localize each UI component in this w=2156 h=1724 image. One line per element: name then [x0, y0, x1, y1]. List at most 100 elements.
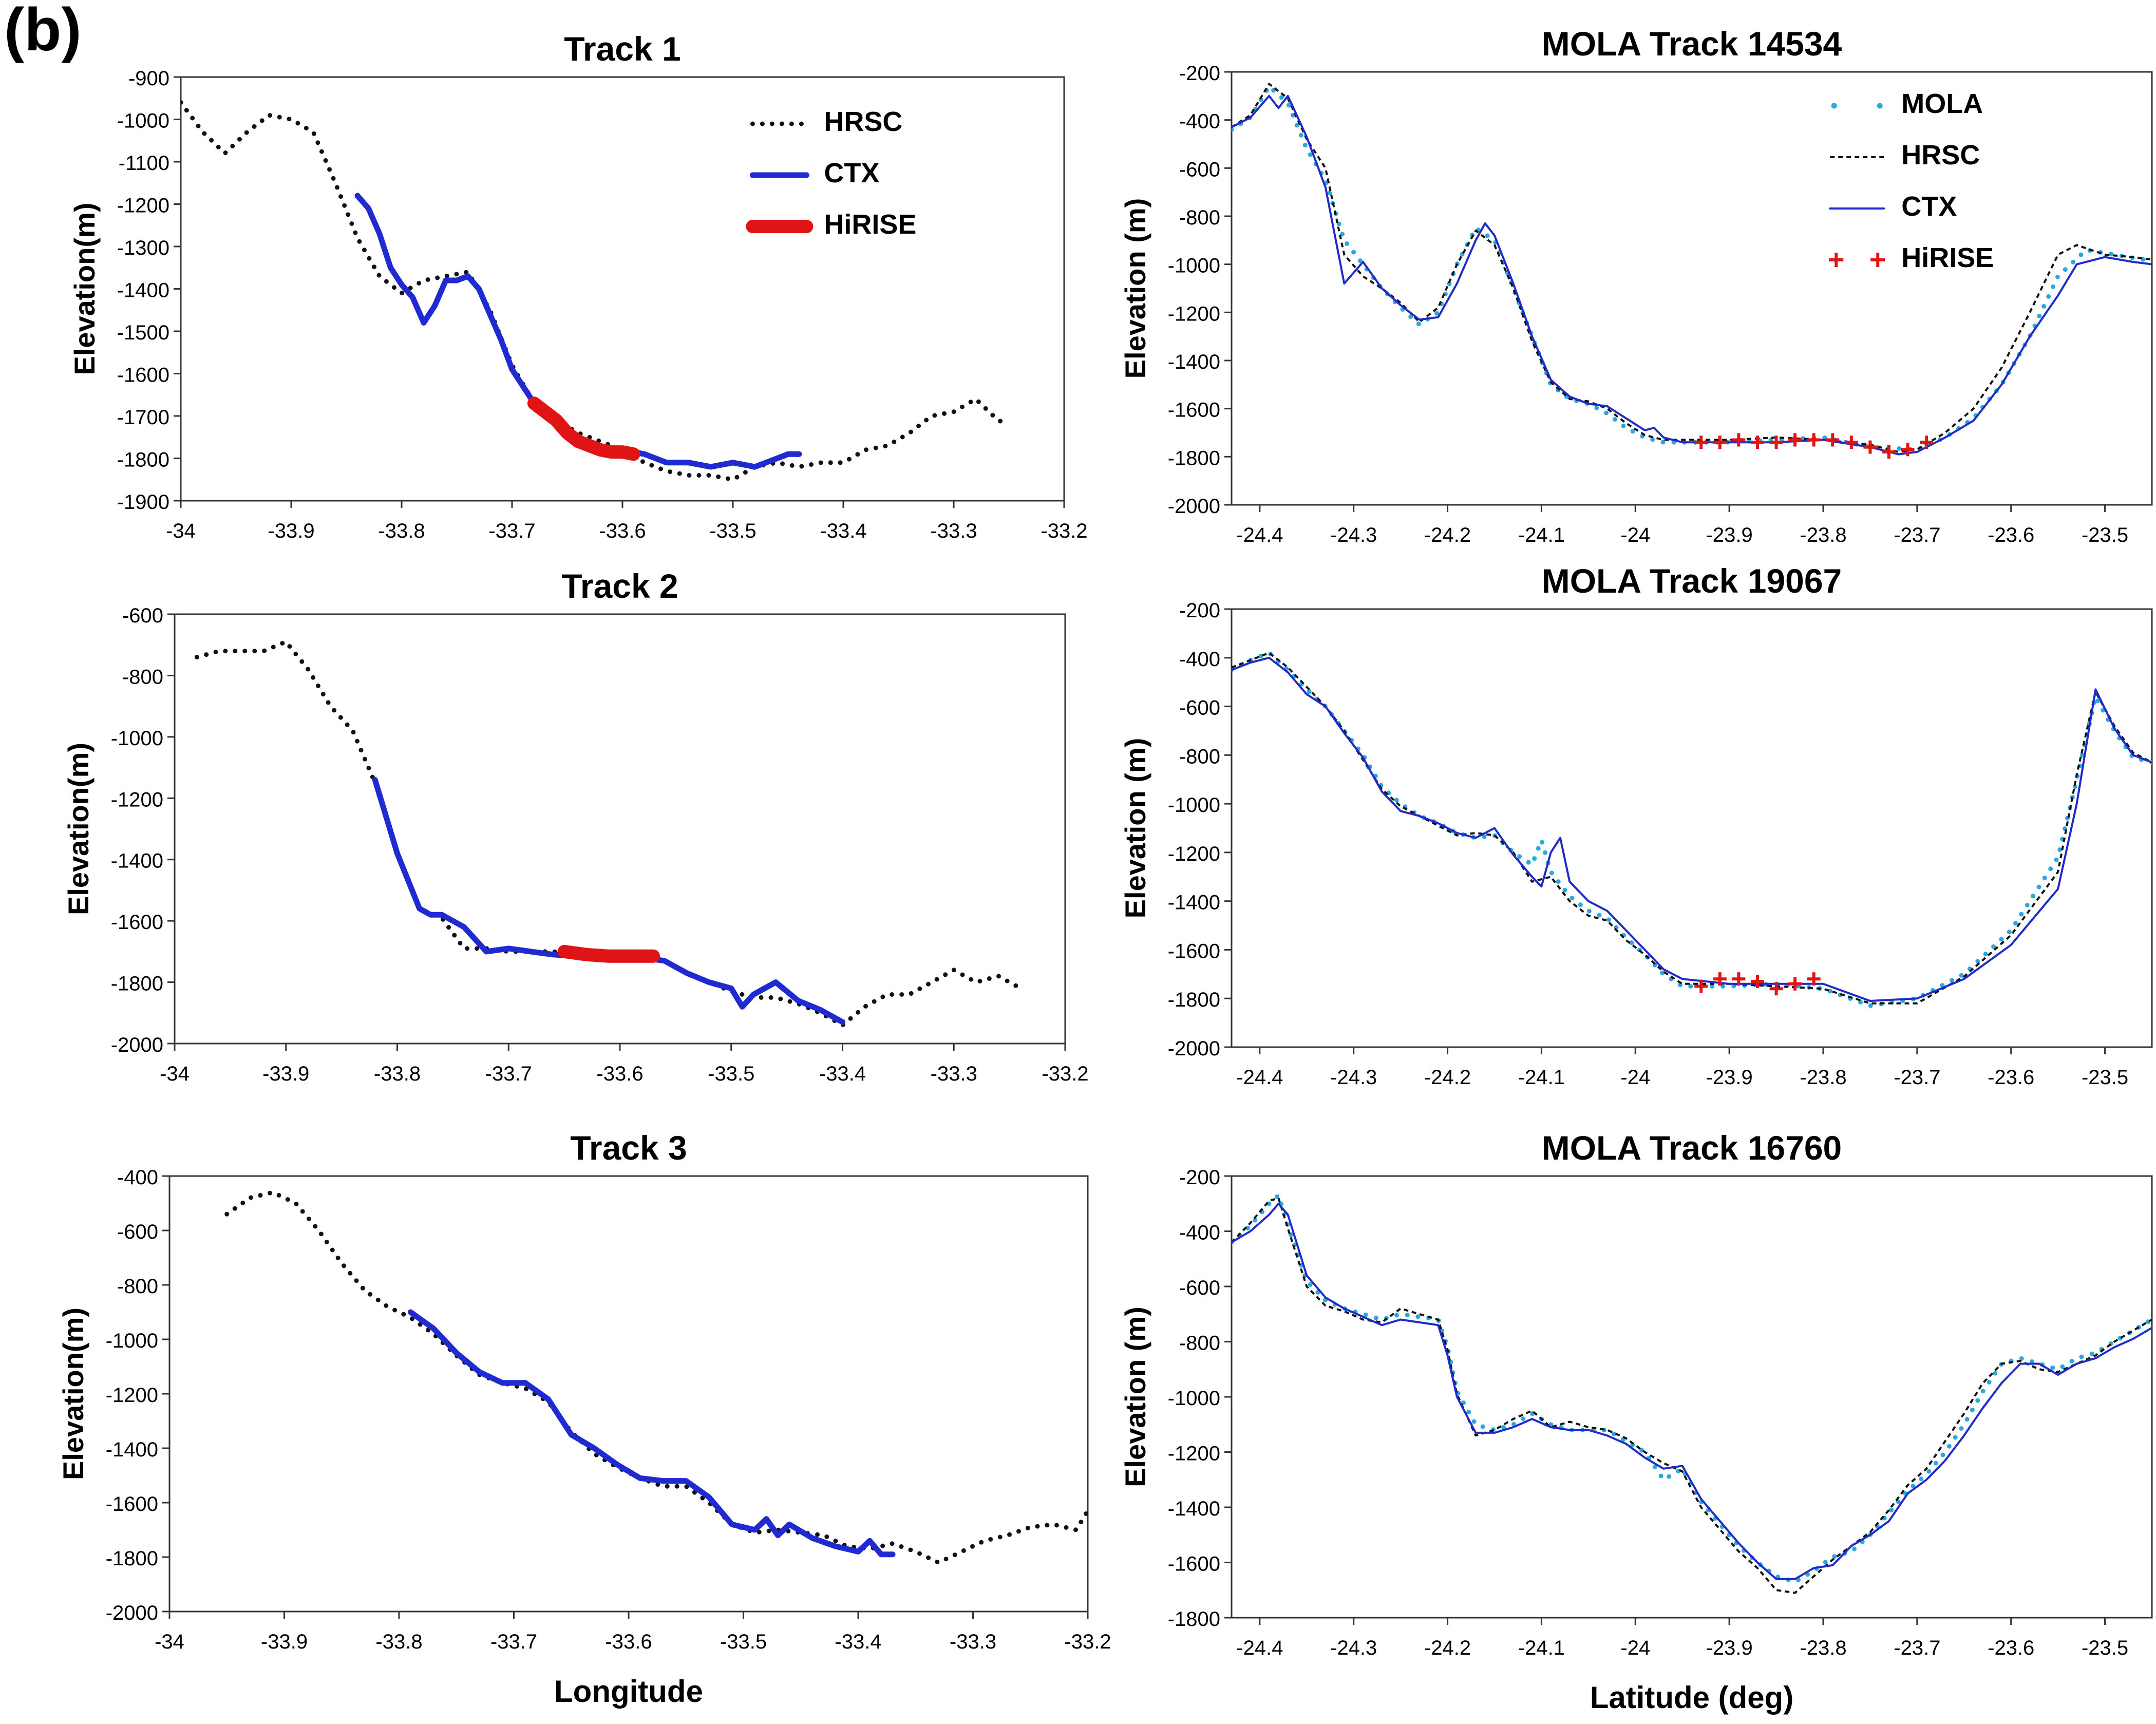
series-line-hirise: [527, 396, 640, 461]
series-line-hrsc: [181, 100, 1011, 482]
y-tick-label: -1200: [1168, 843, 1220, 865]
y-tick-label: -1100: [119, 152, 169, 175]
y-tick-label: -1400: [1168, 351, 1220, 373]
y-axis-label: Elevation(m): [68, 202, 101, 375]
y-tick-label: -800: [117, 1275, 158, 1298]
y-tick-label: -1200: [117, 195, 169, 217]
chart-title: MOLA Track 14534: [1542, 25, 1842, 63]
x-tick-label: -33.7: [485, 1063, 532, 1085]
data-point-hirise: [1863, 440, 1877, 454]
y-tick-label: -600: [1179, 1277, 1220, 1299]
y-tick-label: -800: [1179, 1332, 1220, 1355]
plot-area: [1232, 1193, 2152, 1594]
x-tick-label: -33.4: [835, 1631, 881, 1653]
x-tick-label: -33.3: [931, 1063, 977, 1085]
x-tick-label: -33.4: [819, 1063, 866, 1085]
plot-area: [224, 1190, 1088, 1565]
x-tick-label: -33.3: [950, 1631, 996, 1653]
x-tick-label: -33.4: [820, 520, 866, 542]
y-tick-label: -2000: [106, 1602, 158, 1624]
data-point-hirise: [1713, 435, 1727, 449]
y-tick-label: -1600: [1168, 399, 1220, 422]
x-tick-label: -24.4: [1236, 524, 1283, 546]
y-tick-label: -1000: [1168, 255, 1220, 277]
panel-label: (b): [4, 0, 82, 64]
x-tick-label: -33.9: [262, 1063, 309, 1085]
legend-item-hrsc: HRSC: [1830, 140, 1980, 170]
y-tick-label: -600: [122, 604, 163, 627]
series-line-mola: [1232, 84, 2152, 452]
x-tick-label: -23.8: [1800, 1637, 1846, 1659]
y-tick-label: -800: [1179, 745, 1220, 768]
y-tick-label: -400: [117, 1166, 158, 1189]
y-tick-label: -2000: [1168, 1037, 1220, 1060]
x-tick-label: -24: [1620, 1637, 1650, 1659]
y-tick-label: -1600: [117, 364, 169, 387]
legend-label: MOLA: [1901, 88, 1983, 119]
data-point-hirise: [1732, 433, 1746, 447]
series-hirise: [1694, 972, 1821, 996]
x-tick-label: -33.9: [261, 1631, 308, 1653]
y-tick-label: -1800: [1168, 1608, 1220, 1631]
series-line-mola: [1232, 650, 2152, 1008]
x-tick-label: -33.2: [1064, 1631, 1111, 1653]
x-axis-label: Latitude (deg): [1590, 1680, 1794, 1715]
y-tick-label: -1300: [117, 237, 169, 259]
y-tick-label: -1800: [1168, 447, 1220, 469]
x-tick-label: -23.6: [1988, 1066, 2034, 1089]
x-tick-label: -34: [155, 1631, 184, 1653]
data-point-hirise: [1751, 435, 1764, 449]
y-tick-label: -1400: [111, 850, 163, 873]
y-tick-label: -200: [1179, 1166, 1220, 1189]
y-tick-label: -1000: [117, 110, 169, 132]
y-tick-label: -1000: [1168, 1387, 1220, 1410]
y-tick-label: -1800: [111, 973, 163, 995]
y-tick-label: -1200: [111, 788, 163, 811]
plot-area: [194, 639, 1023, 1028]
x-tick-label: -23.5: [2082, 1637, 2128, 1659]
data-point-hirise: [1769, 982, 1783, 996]
x-tick-label: -33.7: [490, 1631, 537, 1653]
series-line-hrsc: [1232, 652, 2152, 1005]
y-tick-label: -1600: [111, 911, 163, 934]
x-tick-label: -24.2: [1424, 524, 1471, 546]
x-tick-label: -24.3: [1330, 524, 1377, 546]
legend-label: HiRISE: [1901, 242, 1994, 273]
x-tick-label: -33.8: [375, 1631, 422, 1653]
y-tick-label: -1600: [1168, 940, 1220, 962]
x-tick-label: -24.3: [1330, 1637, 1377, 1659]
y-tick-label: -1000: [111, 727, 163, 750]
x-tick-label: -24.3: [1330, 1066, 1377, 1089]
y-tick-label: -2000: [1168, 495, 1220, 518]
legend-label: CTX: [1901, 191, 1957, 222]
data-point-hirise: [1732, 972, 1746, 986]
y-tick-label: -1400: [117, 279, 169, 302]
y-tick-label: -400: [1179, 1222, 1220, 1244]
x-tick-label: -23.6: [1988, 524, 2034, 546]
x-tick-label: -33.5: [709, 520, 756, 542]
chart-title: Track 1: [564, 30, 681, 68]
data-point-hirise: [1901, 443, 1915, 457]
series-line-ctx: [1232, 656, 2152, 1002]
series-line-hrsc: [194, 639, 1023, 1028]
y-tick-label: -400: [1179, 110, 1220, 133]
legend-label: CTX: [824, 158, 879, 188]
legend-item-mola: MOLA: [1831, 88, 1983, 119]
x-tick-label: -23.7: [1894, 524, 1940, 546]
y-tick-label: -1700: [117, 406, 169, 429]
series-line-hrsc: [1232, 1197, 2152, 1594]
x-tick-label: -33.8: [374, 1063, 421, 1085]
x-tick-label: -23.8: [1800, 524, 1846, 546]
x-tick-label: -23.7: [1894, 1066, 1940, 1089]
legend-item-hirise: HiRISE: [1829, 242, 1994, 273]
x-tick-label: -24.4: [1236, 1066, 1283, 1089]
y-tick-label: -600: [117, 1221, 158, 1243]
data-point-hirise: [1788, 433, 1802, 447]
y-axis-label: Elevation(m): [57, 1308, 89, 1480]
y-tick-label: -1200: [1168, 1443, 1220, 1465]
y-tick-label: -1200: [1168, 302, 1220, 325]
plot-frame: [174, 613, 1066, 1045]
y-tick-label: -600: [1179, 158, 1220, 181]
y-tick-label: -1600: [106, 1493, 158, 1515]
